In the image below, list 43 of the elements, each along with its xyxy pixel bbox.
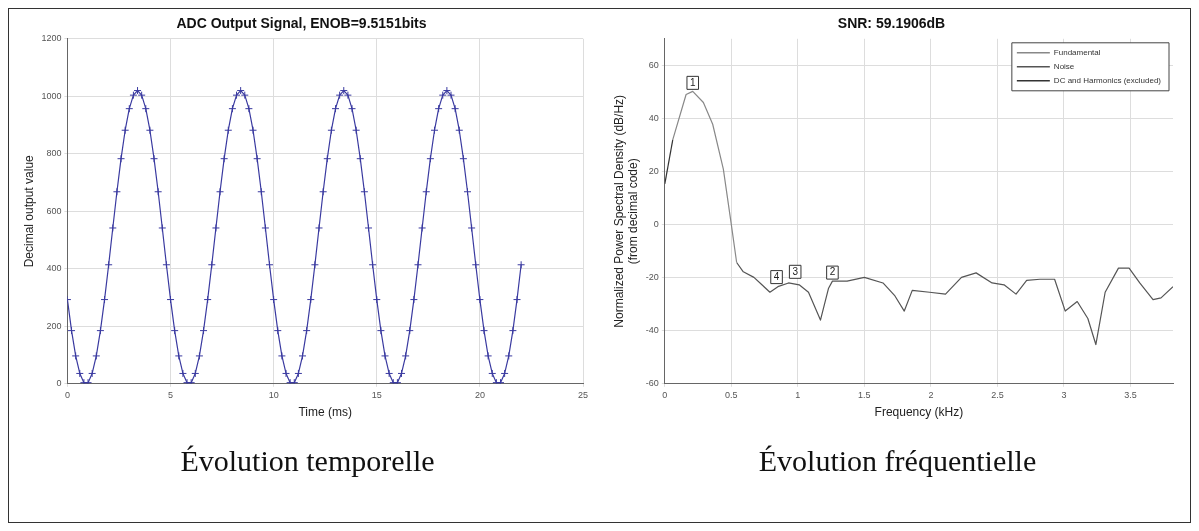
legend-label: Fundamental xyxy=(1053,48,1101,57)
y-tick-label: 40 xyxy=(648,112,659,123)
y-tick-label: -40 xyxy=(645,325,659,336)
x-tick-label: 5 xyxy=(168,389,174,400)
y-axis-title: Normalized Power Spectral Density (dB/Hz) (from decimal code) xyxy=(611,94,640,328)
y-tick-label: 60 xyxy=(648,59,659,70)
y-tick-label: -60 xyxy=(645,378,659,389)
x-tick-label: 1.5 xyxy=(858,389,871,400)
y-tick-label: 0 xyxy=(56,378,62,389)
y-tick-label: 1200 xyxy=(41,33,62,44)
x-tick-label: 3 xyxy=(1061,389,1067,400)
y-tick-label: 200 xyxy=(46,320,62,331)
y-tick-label: 20 xyxy=(648,165,659,176)
annotation: 3 xyxy=(792,265,799,277)
y-tick-label: 600 xyxy=(46,205,62,216)
y-tick-label: 800 xyxy=(46,148,62,159)
x-tick-label: 1 xyxy=(795,389,801,400)
chart-title: ADC Output Signal, ENOB=9.5151bits xyxy=(176,15,427,32)
x-tick-label: 15 xyxy=(371,389,382,400)
x-tick-label: 10 xyxy=(268,389,279,400)
x-tick-label: 0 xyxy=(64,389,70,400)
legend-label: Noise xyxy=(1053,62,1075,71)
x-tick-label: 20 xyxy=(474,389,485,400)
y-tick-label: 400 xyxy=(46,263,62,274)
y-tick-label: 1000 xyxy=(41,90,62,101)
x-axis-title: Frequency (kHz) xyxy=(874,405,964,420)
x-tick-label: 3.5 xyxy=(1124,389,1137,400)
text: Évolution temporelle xyxy=(179,444,436,478)
chart-title: SNR: 59.1906dB xyxy=(837,15,946,32)
x-tick-label: 0.5 xyxy=(725,389,738,400)
text: Évolution fréquentielle xyxy=(757,444,1038,478)
annotation: 4 xyxy=(773,270,780,282)
y-tick-label: 0 xyxy=(653,219,659,230)
annotation: 1 xyxy=(689,76,696,88)
y-axis-title: Decimal output value xyxy=(21,154,36,268)
x-tick-label: 2.5 xyxy=(991,389,1004,400)
x-tick-label: 0 xyxy=(662,389,668,400)
x-axis-title: Time (ms) xyxy=(298,405,352,420)
y-tick-label: -20 xyxy=(645,272,659,283)
annotation: 2 xyxy=(829,266,836,278)
x-tick-label: 2 xyxy=(928,389,934,400)
legend-label: DC and Harmonics (excluded) xyxy=(1053,76,1162,85)
x-tick-label: 25 xyxy=(577,389,589,400)
